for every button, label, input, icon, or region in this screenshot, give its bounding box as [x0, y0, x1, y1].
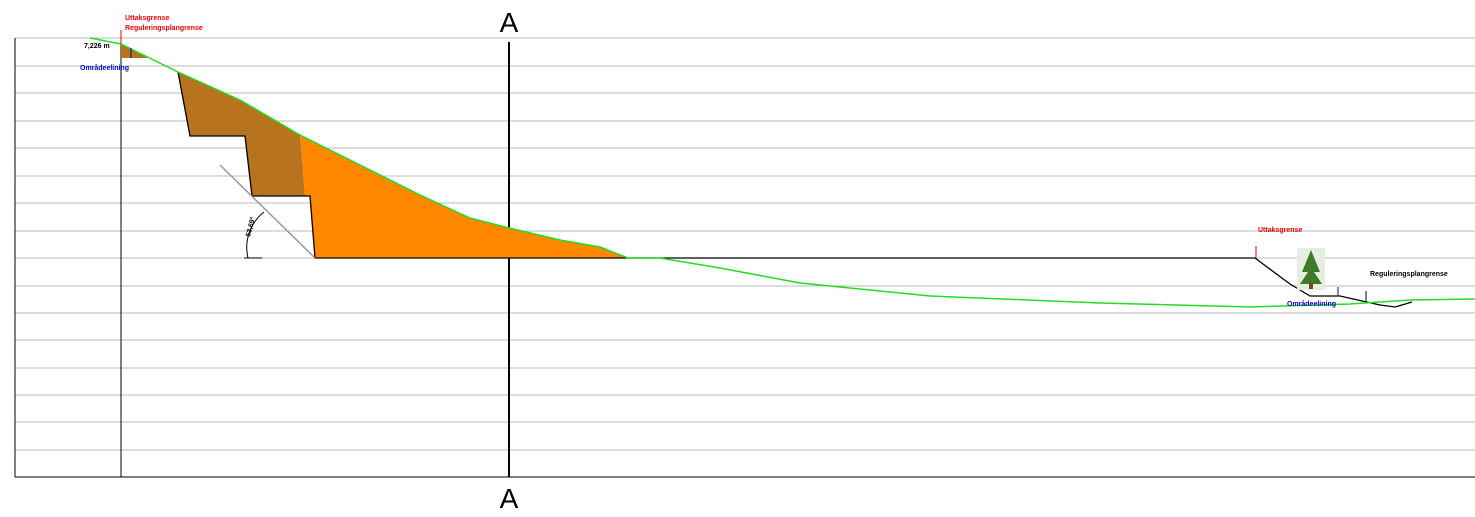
- cut-brown: [178, 72, 305, 196]
- cut-orange: [300, 135, 628, 258]
- right-area-label: Områdeelining: [1287, 300, 1336, 308]
- right-limit-label: Uttaksgrense: [1258, 227, 1302, 234]
- angle-arc: [246, 211, 265, 259]
- angle-label: 53,69°: [244, 216, 257, 238]
- design-profile: [177, 71, 1413, 308]
- tree-icon: [1297, 248, 1325, 290]
- section-top-label: A: [500, 7, 519, 38]
- slope-line: [219, 164, 316, 259]
- right-plan-label: Reguleringsplangrense: [1370, 271, 1448, 278]
- left-limit-label: Uttaksgrense: [125, 15, 169, 22]
- section-bottom-label: A: [500, 483, 519, 514]
- left-plan-label: Reguleringsplangrense: [125, 25, 203, 32]
- terrain: [89, 37, 1475, 308]
- left-area-label: Områdeelining: [80, 64, 129, 72]
- dimension-label: 7,226 m: [84, 43, 110, 50]
